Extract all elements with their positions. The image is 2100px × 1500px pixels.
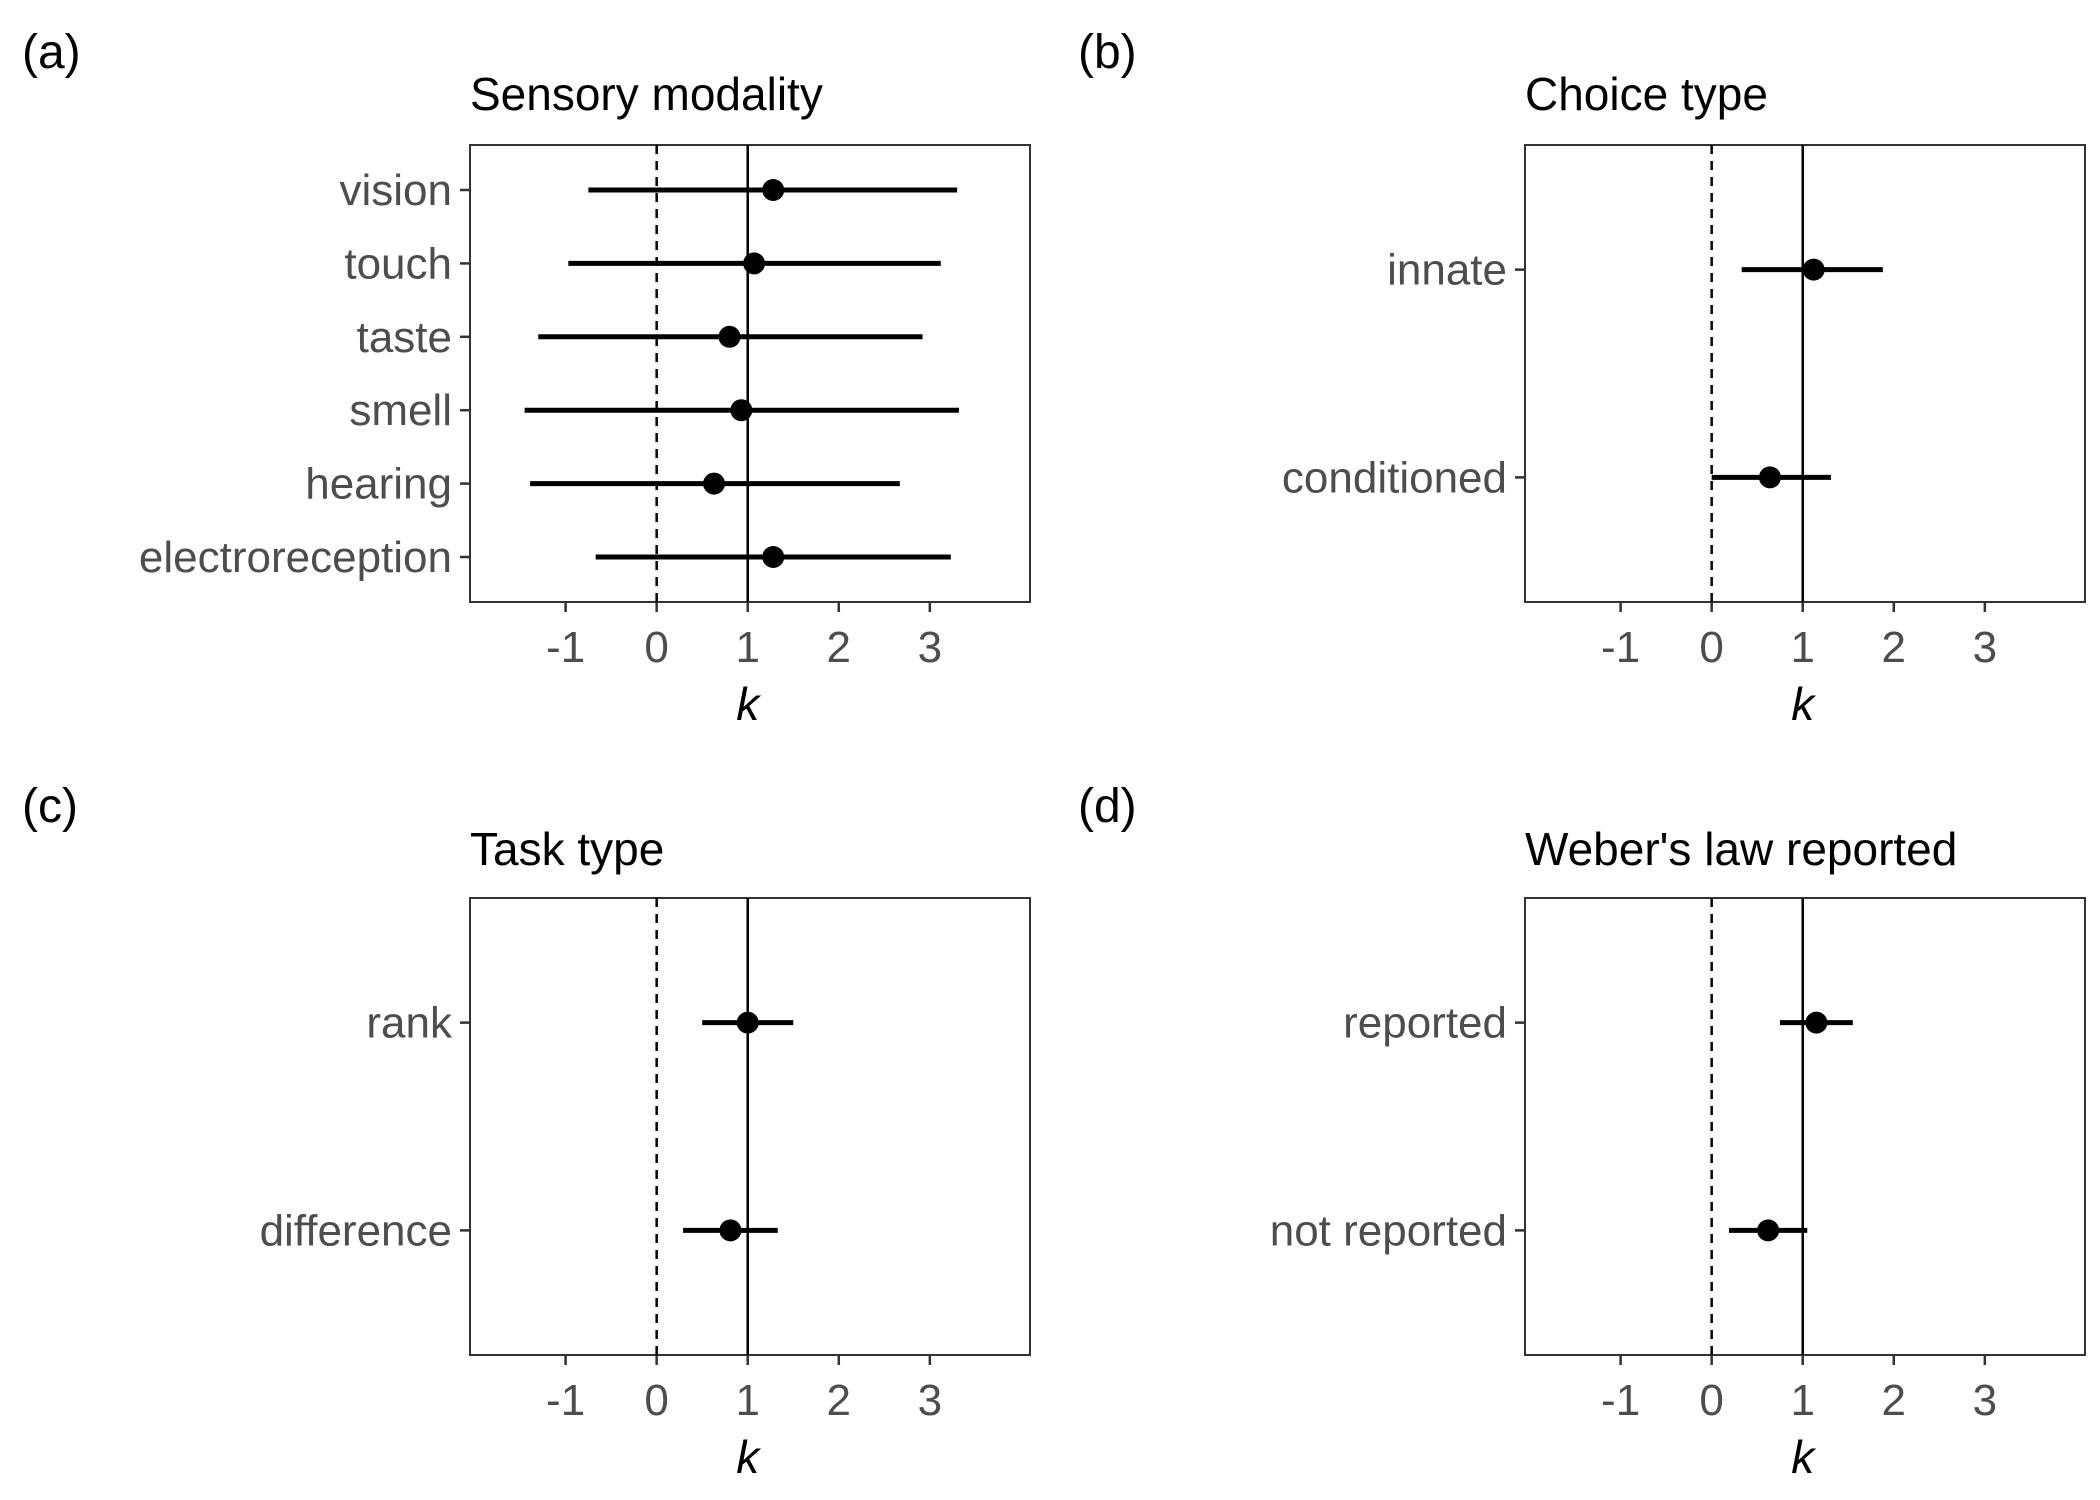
panel-choice-type: (b) Choice type -1 0 1 2 3 k innate conditioned	[1078, 26, 2086, 730]
x-tick-label: 1	[735, 623, 759, 672]
panel-letter: (b)	[1078, 26, 1137, 79]
panel-sensory-modality: (a) Sensory modality -1 0 1 2 3 k vision touch tas…	[22, 26, 1031, 730]
plot-frame	[1524, 144, 2086, 603]
x-tick-label: 3	[1973, 623, 1997, 672]
estimate-point-reported	[1805, 1011, 1828, 1034]
category-label-conditioned: conditioned	[1282, 453, 1507, 502]
x-tick-label: 0	[644, 1376, 668, 1425]
x-tick-label: 0	[1699, 623, 1723, 672]
estimate-point-vision	[762, 179, 785, 201]
category-label-innate: innate	[1387, 246, 1507, 295]
category-label-rank: rank	[366, 999, 453, 1048]
category-label-smell: smell	[349, 386, 452, 435]
x-tick-label: 0	[644, 623, 668, 672]
x-tick-label: 0	[1699, 1376, 1723, 1425]
plot-frame	[1524, 897, 2086, 1356]
estimate-point-hearing	[703, 472, 726, 495]
estimate-point-rank	[736, 1011, 759, 1034]
x-tick-label: 1	[1790, 623, 1814, 672]
category-label-not-reported: not reported	[1270, 1206, 1507, 1255]
plot-frame	[469, 897, 1031, 1356]
x-axis-label: k	[1791, 678, 1816, 730]
category-label-reported: reported	[1343, 999, 1507, 1048]
x-tick-label: 3	[1973, 1376, 1997, 1425]
estimate-point-touch	[743, 252, 766, 275]
x-tick-label: 2	[1882, 623, 1906, 672]
x-tick-label: 2	[827, 1376, 851, 1425]
x-tick-label: 3	[918, 623, 942, 672]
estimate-point-electroreception	[762, 546, 785, 568]
x-tick-label: -1	[546, 1376, 585, 1425]
x-axis-label: k	[736, 678, 761, 730]
category-label-taste: taste	[357, 313, 452, 362]
category-label-difference: difference	[260, 1206, 452, 1255]
x-tick-label: 2	[827, 623, 851, 672]
panel-letter: (d)	[1078, 780, 1137, 833]
estimate-point-innate	[1802, 258, 1825, 281]
category-label-vision: vision	[340, 166, 453, 215]
category-label-hearing: hearing	[305, 460, 452, 509]
estimate-point-not-reported	[1757, 1219, 1780, 1242]
x-tick-label: -1	[1601, 1376, 1640, 1425]
panel-title: Task type	[470, 823, 664, 875]
category-label-electroreception: electroreception	[139, 533, 452, 582]
panel-title: Choice type	[1525, 68, 1768, 120]
x-tick-label: 1	[735, 1376, 759, 1425]
x-axis-label: k	[736, 1431, 761, 1483]
estimate-point-conditioned	[1758, 466, 1781, 489]
x-tick-label: -1	[546, 623, 585, 672]
panel-title: Sensory modality	[470, 68, 823, 120]
panel-webers-law-reported: (d) Weber's law reported -1 0 1 2 3 k reported no…	[1078, 780, 2086, 1483]
category-label-touch: touch	[344, 239, 452, 288]
panel-letter: (c)	[22, 780, 78, 833]
x-axis-label: k	[1791, 1431, 1816, 1483]
estimate-point-taste	[718, 325, 741, 348]
x-tick-label: 3	[918, 1376, 942, 1425]
estimate-point-difference	[719, 1219, 742, 1242]
x-tick-label: 1	[1790, 1376, 1814, 1425]
plot-frame	[469, 144, 1031, 603]
panel-task-type: (c) Task type -1 0 1 2 3 k rank difference	[22, 780, 1031, 1483]
x-tick-label: -1	[1601, 623, 1640, 672]
panel-title: Weber's law reported	[1525, 823, 1957, 875]
x-tick-label: 2	[1882, 1376, 1906, 1425]
estimate-point-smell	[730, 399, 753, 422]
panel-letter: (a)	[22, 26, 81, 79]
